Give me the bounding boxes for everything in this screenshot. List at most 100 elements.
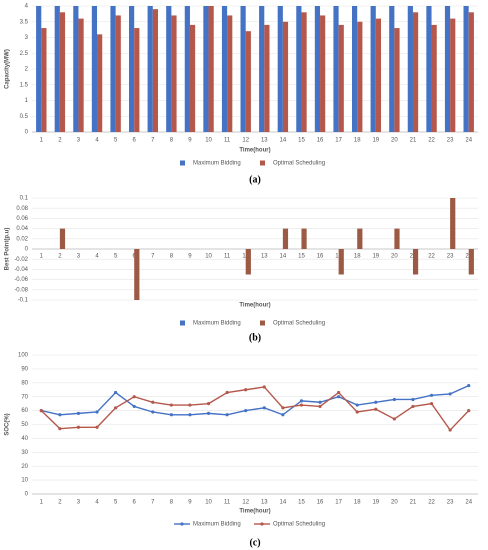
legend-label: Maximum Bidding [193,161,241,167]
line [41,384,469,416]
y-tick-label: 0.08 [16,206,28,212]
point [225,390,229,395]
x-tick-label: 11 [224,138,231,144]
x-tick-label: 2 [58,138,62,144]
bar [426,6,432,132]
bar [412,12,419,132]
x-tick-label: 22 [428,138,435,144]
bar [394,228,400,249]
x-tick-label: 12 [242,138,249,144]
y-axis-label: Best Point(p.u) [5,228,11,271]
y-tick-label: -0.02 [14,257,28,263]
y-tick-label: 0.04 [16,226,28,232]
x-tick-label: 18 [354,138,361,144]
point [114,390,118,395]
x-tick-label: 6 [133,138,137,144]
bar [152,9,158,132]
x-tick-label: 9 [188,138,192,144]
point [429,393,434,397]
x-tick-label: 14 [280,138,287,144]
y-tick-label: 30 [21,450,28,456]
x-tick-label: 4 [95,138,99,144]
legend-label: Maximum Bidding [193,321,241,327]
y-tick-label: 80 [21,380,28,386]
x-tick-label: 4 [95,500,99,506]
bar [259,6,265,132]
bar [333,6,339,132]
x-tick-label: 18 [354,500,361,506]
point [411,397,415,402]
legend-label: Optimal Scheduling [273,321,325,327]
point [355,410,359,414]
x-tick-label: 24 [465,500,472,506]
x-tick-label: 8 [170,500,174,506]
bar [134,28,140,132]
bar [115,15,121,133]
x-tick-label: 7 [151,254,155,260]
bar [245,249,251,275]
bar [36,6,42,132]
x-tick-label: 20 [391,500,398,506]
x-tick-label: 5 [114,500,118,506]
point [188,413,192,417]
point [467,409,471,413]
x-tick-label: 16 [317,500,324,506]
y-tick-label: 90 [21,366,28,372]
bar [444,6,451,132]
point [151,400,155,404]
x-tick-label: 5 [114,138,118,144]
x-tick-label: 21 [410,138,417,144]
bar [110,6,116,132]
bar [301,228,307,249]
y-tick-label: 1 [25,98,29,104]
x-tick-label: 10 [205,500,212,506]
bar [73,6,79,132]
x-tick-label: 7 [151,500,155,506]
bar [450,18,456,133]
x-tick-label: 23 [447,138,454,144]
bar [245,31,251,133]
point [188,403,192,407]
bar [240,6,246,132]
x-tick-label: 10 [205,138,212,144]
x-tick-label: 3 [77,254,81,260]
x-tick-label: 10 [205,254,212,260]
point [374,407,378,411]
x-axis-label: Time(hour) [239,509,270,515]
bar [203,6,209,132]
x-tick-label: 13 [261,500,268,506]
bar [166,6,172,132]
point [467,383,471,388]
point [262,385,266,389]
point [355,403,359,407]
y-tick-label: 60 [21,408,28,414]
x-tick-label: 14 [280,254,287,260]
y-tick-label: 10 [21,478,28,484]
bar [296,6,302,132]
bar [54,6,60,132]
y-tick-label: 70 [21,394,28,400]
bar [357,228,363,249]
point [429,402,434,406]
y-tick-label: 40 [21,436,28,442]
x-tick-label: 7 [151,138,155,144]
bar [468,249,474,275]
bar [91,6,98,132]
point [58,427,62,431]
bar [208,6,214,132]
x-tick-label: 22 [428,500,435,506]
bar [227,15,233,133]
x-tick-label: 22 [428,254,435,260]
bar [412,249,419,275]
y-tick-label: 0.5 [20,114,29,120]
x-tick-label: 23 [447,254,454,260]
point [392,417,396,421]
bar [78,18,84,133]
point [244,409,248,413]
x-tick-label: 24 [465,138,472,144]
x-tick-label: 17 [335,500,342,506]
point [392,397,396,402]
y-tick-label: -0.06 [14,277,28,283]
point [337,395,341,399]
